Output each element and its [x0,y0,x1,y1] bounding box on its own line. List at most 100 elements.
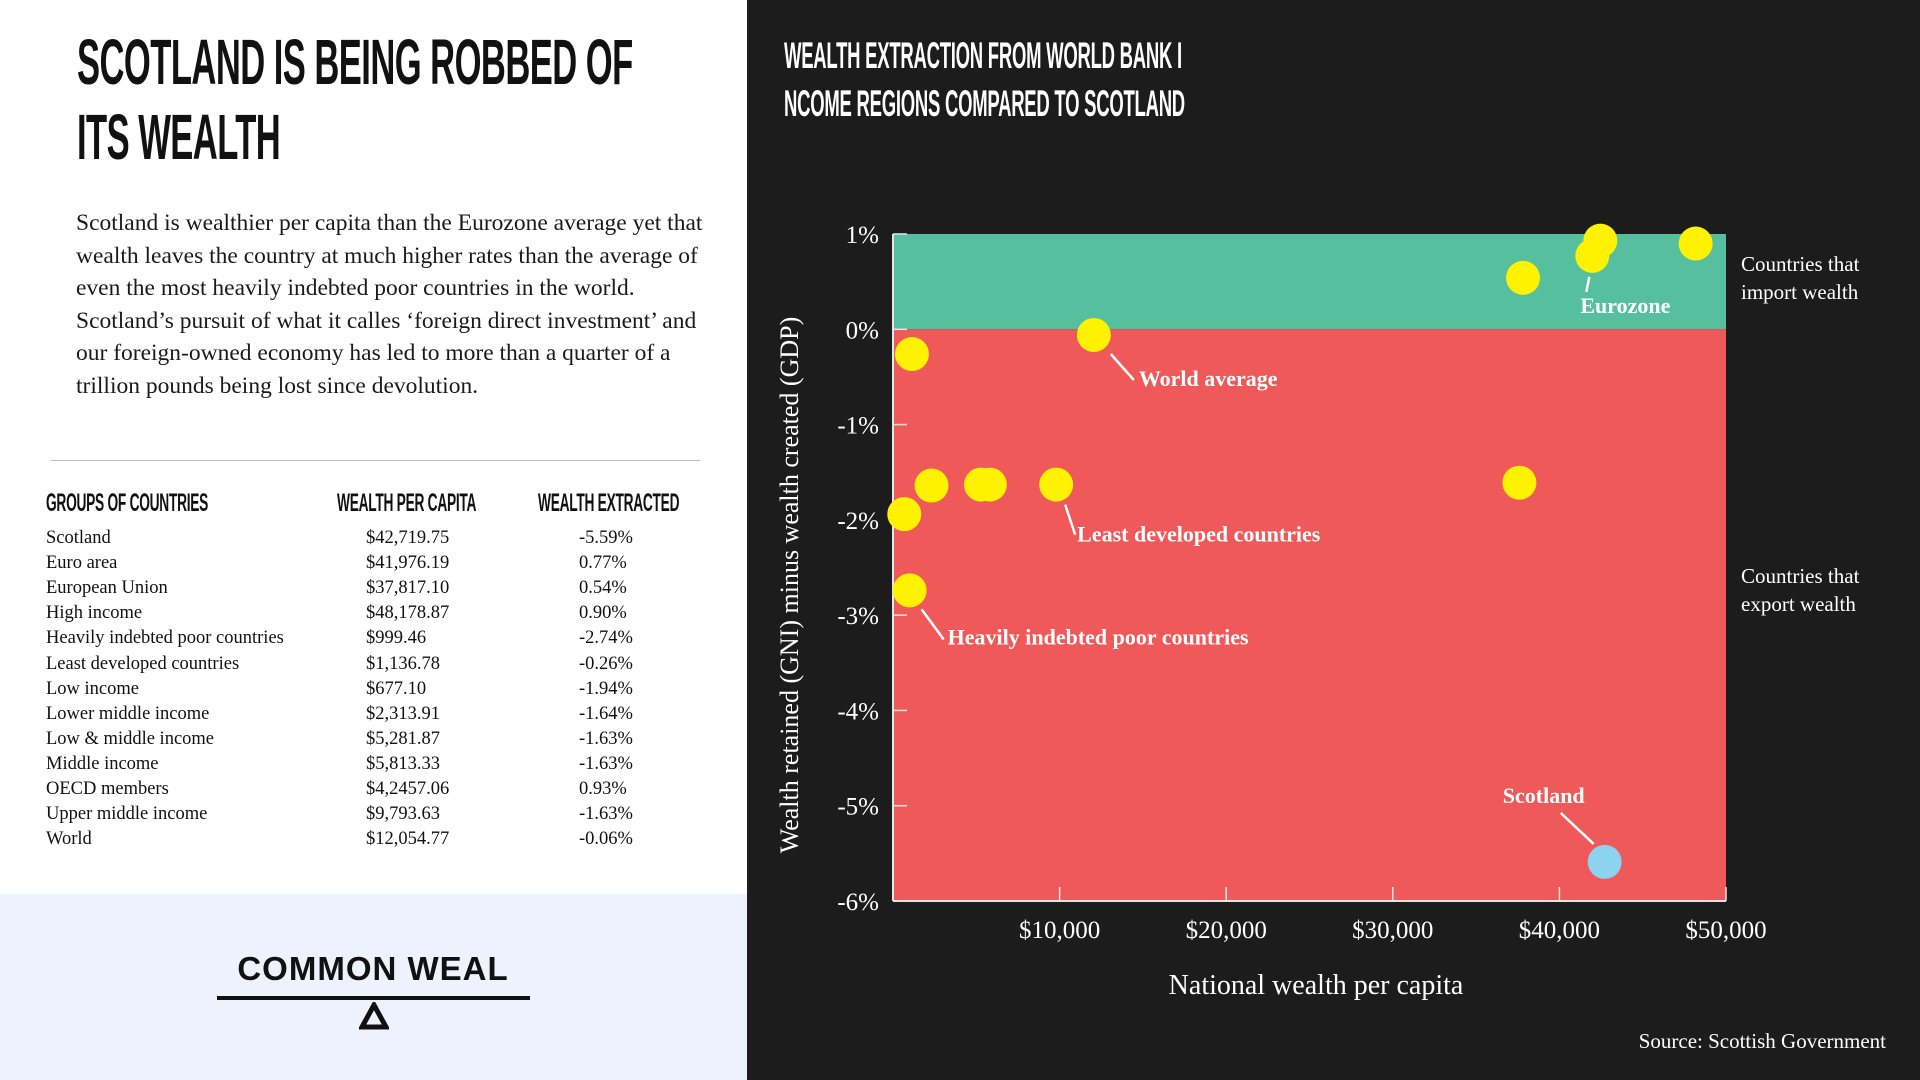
table-row: OECD members $4,2457.06 0.93% [0,779,747,804]
group-name: OECD members [46,779,169,799]
data-point-least-developed-countries [894,337,929,372]
region-label-import: Countries that import wealth [1741,250,1859,306]
x-tick-label: $20,000 [1186,917,1267,944]
group-name: Lower middle income [46,703,210,724]
chart-title-line-1: WEALTH EXTRACTION FROM WORLD BANK I [784,35,1182,76]
data-point-scotland [1587,844,1622,879]
page-title-line-2: ITS WEALTH [77,101,281,173]
wealth-extracted: -5.59% [579,528,633,548]
table-row: Upper middle income $9,793.63 -1.63% [0,804,747,829]
header-groups: GROUPS OF COUNTRIES [46,489,209,517]
group-name: Low & middle income [46,728,215,749]
wealth-per-capita: $999.46 [366,628,427,649]
annotation-label: Heavily indebted poor countries [948,624,1249,649]
wealth-extracted: 0.90% [579,603,627,624]
group-name: Upper middle income [46,804,208,825]
y-tick-label: -4% [837,698,879,725]
y-tick-label: -6% [837,889,879,916]
wealth-extracted: -0.06% [579,829,633,850]
annotation-label: Least developed countries [1077,522,1321,547]
y-tick-label: 1% [846,222,879,249]
annotation-leader-line [1559,812,1595,845]
data-point-heavily-indebted-poor-countries [892,573,927,608]
annotation-label: World average [1139,366,1278,391]
annotation-leader-line [1063,504,1077,535]
x-axis-title: National wealth per capita [1168,970,1464,1001]
header-wealth-per-capita: WEALTH PER CAPITA [337,489,477,517]
wealth-extracted: 0.54% [579,578,627,599]
wealth-per-capita: $9,793.63 [366,804,440,825]
wealth-per-capita: $4,2457.06 [366,779,450,799]
group-name: Low income [46,678,139,699]
wealth-per-capita: $5,813.33 [366,753,440,774]
table-row: High income $48,178.87 0.90% [0,603,747,628]
table-row: Heavily indebted poor countries $999.46 -2… [0,628,747,653]
table-row: Euro area $41,976.19 0.77% [0,553,747,578]
annotation-leader-line [920,608,945,641]
wealth-extracted: 0.77% [579,553,627,574]
data-point-lower-middle-income [914,468,949,503]
y-tick-label: -3% [837,603,879,630]
wealth-per-capita: $5,281.87 [366,728,440,749]
table-row: Low income $677.10 -1.94% [0,679,747,704]
table-row: Low & middle income $5,281.87 -1.63% [0,729,747,754]
wealth-extracted: -0.26% [579,653,633,674]
annotation-leader-line [1109,353,1135,381]
divider [51,460,700,461]
common-weal-logo: COMMON WEAL [237,950,509,987]
left-panel: SCOTLAND IS BEING ROBBED OF ITS WEALTH S… [0,0,747,1080]
y-tick-label: 0% [846,317,879,344]
wealth-extracted: -1.63% [579,728,633,749]
wealth-extracted: -1.63% [579,753,633,774]
annotation-label: Scotland [1503,783,1585,808]
intro-paragraph: Scotland is wealthier per capita than th… [76,210,703,399]
data-point-european-union [1506,260,1541,295]
x-tick-label: $10,000 [1019,917,1100,944]
table-row: European Union $37,817.10 0.54% [0,578,747,603]
group-name: Scotland [46,528,111,548]
y-axis-title: Wealth retained (GNI) minus wealth creat… [775,316,804,854]
group-name: European Union [46,578,168,599]
group-name: Euro area [46,553,118,574]
data-point-upper-middle-income [1039,467,1074,502]
wealth-extracted: -2.74% [579,628,633,649]
data-point-low-income [887,497,922,532]
y-tick-label: -5% [837,794,879,821]
wealth-extracted: -1.63% [579,804,633,825]
wealth-per-capita: $41,976.19 [366,553,450,574]
region-label-export-line-1: Countries that [1741,564,1860,588]
wealth-per-capita: $12,054.77 [366,829,450,850]
data-point-high-income [1678,226,1713,261]
region-export [893,329,1726,901]
logo-triangle-icon [359,1002,389,1030]
chart-title-line-2: NCOME REGIONS COMPARED TO SCOTLAND [784,83,1185,124]
y-tick-label: -1% [837,413,879,440]
region-label-import-line-2: import wealth [1741,280,1859,304]
annotation-label: Eurozone [1580,293,1670,318]
region-label-import-line-1: Countries that [1741,252,1860,276]
group-name: High income [46,603,143,624]
wealth-per-capita: $1,136.78 [366,653,440,674]
group-name: Middle income [46,753,159,774]
annotation-leader-line [1585,276,1591,293]
x-tick-label: $40,000 [1519,917,1600,944]
wealth-extracted: -1.64% [579,703,633,724]
group-name: Heavily indebted poor countries [46,628,284,649]
wealth-extracted: 0.93% [579,779,627,799]
table-row: Least developed countries $1,136.78 -0.26% [0,654,747,679]
wealth-per-capita: $2,313.91 [366,703,440,724]
table-row: Middle income $5,813.33 -1.63% [0,754,747,779]
wealth-per-capita: $48,178.87 [366,603,450,624]
data-point-world [1076,318,1111,353]
data-point-unlabelled [1502,465,1537,500]
header-wealth-extracted: WEALTH EXTRACTED [538,489,680,517]
logo-balance-bar [217,996,530,1000]
wealth-per-capita: $677.10 [366,678,427,699]
x-tick-label: $30,000 [1352,917,1433,944]
logo-area [0,894,747,1080]
table-row: Scotland $42,719.75 -5.59% [0,528,747,553]
table-row: World $12,054.77 -0.06% [0,829,747,854]
source-note: Source: Scottish Government [1638,1029,1886,1053]
data-point-middle-income [972,467,1007,502]
